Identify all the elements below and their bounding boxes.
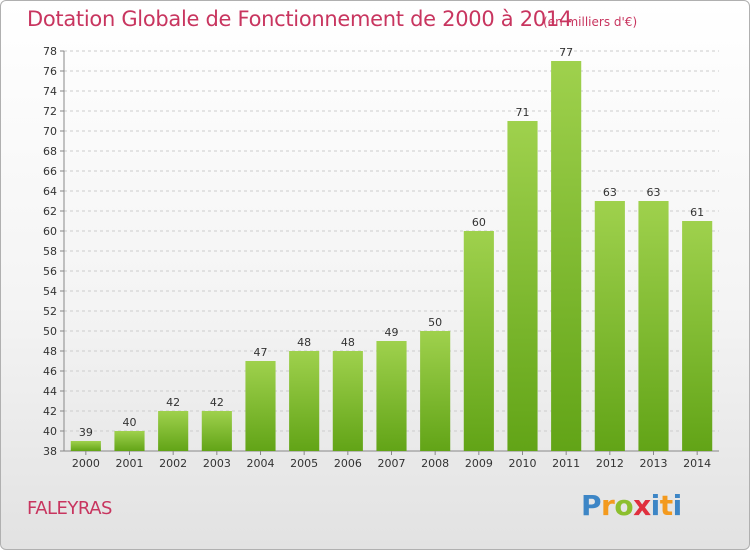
data-label-2003: 42 xyxy=(210,396,224,409)
data-label-2000: 39 xyxy=(79,426,93,439)
data-label-2013: 63 xyxy=(647,186,661,199)
x-tick-label-2009: 2009 xyxy=(465,457,493,470)
y-tick-label: 40 xyxy=(43,425,57,438)
y-tick-label: 44 xyxy=(43,385,57,398)
bar-2014 xyxy=(682,221,713,451)
x-tick-label-2003: 2003 xyxy=(203,457,231,470)
bar-2007 xyxy=(376,341,407,451)
proxiti-logo[interactable]: Proxiti xyxy=(581,489,682,522)
bar-2005 xyxy=(289,351,320,451)
x-tick-label-2013: 2013 xyxy=(640,457,668,470)
y-tick-label: 42 xyxy=(43,405,57,418)
x-tick-label-2007: 2007 xyxy=(378,457,406,470)
x-tick-label-2011: 2011 xyxy=(552,457,580,470)
data-label-2010: 71 xyxy=(516,106,530,119)
data-label-2006: 48 xyxy=(341,336,355,349)
bar-2009 xyxy=(463,231,494,451)
x-tick-label-2008: 2008 xyxy=(421,457,449,470)
data-label-2012: 63 xyxy=(603,186,617,199)
y-tick-label: 68 xyxy=(43,145,57,158)
bar-2001 xyxy=(114,431,145,451)
y-tick-label: 70 xyxy=(43,125,57,138)
data-label-2011: 77 xyxy=(559,46,573,59)
y-tick-label: 52 xyxy=(43,305,57,318)
bar-2003 xyxy=(201,411,232,451)
commune-name: FALEYRAS xyxy=(27,498,112,519)
y-tick-label: 74 xyxy=(43,85,57,98)
chart-title: Dotation Globale de Fonctionnement de 20… xyxy=(27,7,572,31)
bar-2012 xyxy=(594,201,625,451)
bar-2008 xyxy=(420,331,451,451)
x-tick-label-2002: 2002 xyxy=(159,457,187,470)
x-tick-label-2000: 2000 xyxy=(72,457,100,470)
data-label-2007: 49 xyxy=(385,326,399,339)
x-tick-label-2014: 2014 xyxy=(683,457,711,470)
data-label-2002: 42 xyxy=(166,396,180,409)
y-tick-label: 62 xyxy=(43,205,57,218)
x-tick-label-2006: 2006 xyxy=(334,457,362,470)
data-label-2014: 61 xyxy=(690,206,704,219)
x-tick-label-2005: 2005 xyxy=(290,457,318,470)
bar-2006 xyxy=(332,351,363,451)
y-tick-label: 58 xyxy=(43,245,57,258)
labels: 38 40 42 44 46 48 50 52 54 56 58 60 62 64 66 68 70 72 74 76… xyxy=(43,45,711,470)
data-label-2009: 60 xyxy=(472,216,486,229)
y-tick-label: 50 xyxy=(43,325,57,338)
x-tick-label-2010: 2010 xyxy=(509,457,537,470)
y-tick-label: 48 xyxy=(43,345,57,358)
y-tick-label: 60 xyxy=(43,225,57,238)
bar-2013 xyxy=(638,201,669,451)
y-tick-label: 72 xyxy=(43,105,57,118)
data-label-2008: 50 xyxy=(428,316,442,329)
x-tick-label-2001: 2001 xyxy=(116,457,144,470)
y-tick-label: 76 xyxy=(43,65,57,78)
y-tick-label: 46 xyxy=(43,365,57,378)
bar-2002 xyxy=(158,411,189,451)
data-label-2004: 47 xyxy=(254,346,268,359)
chart-unit-note: (en milliers d'€) xyxy=(543,15,638,29)
y-tick-label: 56 xyxy=(43,265,57,278)
y-tick-label: 78 xyxy=(43,45,57,58)
data-label-2005: 48 xyxy=(297,336,311,349)
y-tick-label: 54 xyxy=(43,285,57,298)
x-tick-label-2012: 2012 xyxy=(596,457,624,470)
bar-2010 xyxy=(507,121,538,451)
bars xyxy=(70,61,713,451)
bar-2011 xyxy=(551,61,582,451)
y-tick-label: 64 xyxy=(43,185,57,198)
y-tick-label: 38 xyxy=(43,445,57,458)
x-tick-label-2004: 2004 xyxy=(247,457,275,470)
y-tick-label: 66 xyxy=(43,165,57,178)
bar-2004 xyxy=(245,361,276,451)
bar-2000 xyxy=(70,441,101,451)
data-label-2001: 40 xyxy=(123,416,137,429)
